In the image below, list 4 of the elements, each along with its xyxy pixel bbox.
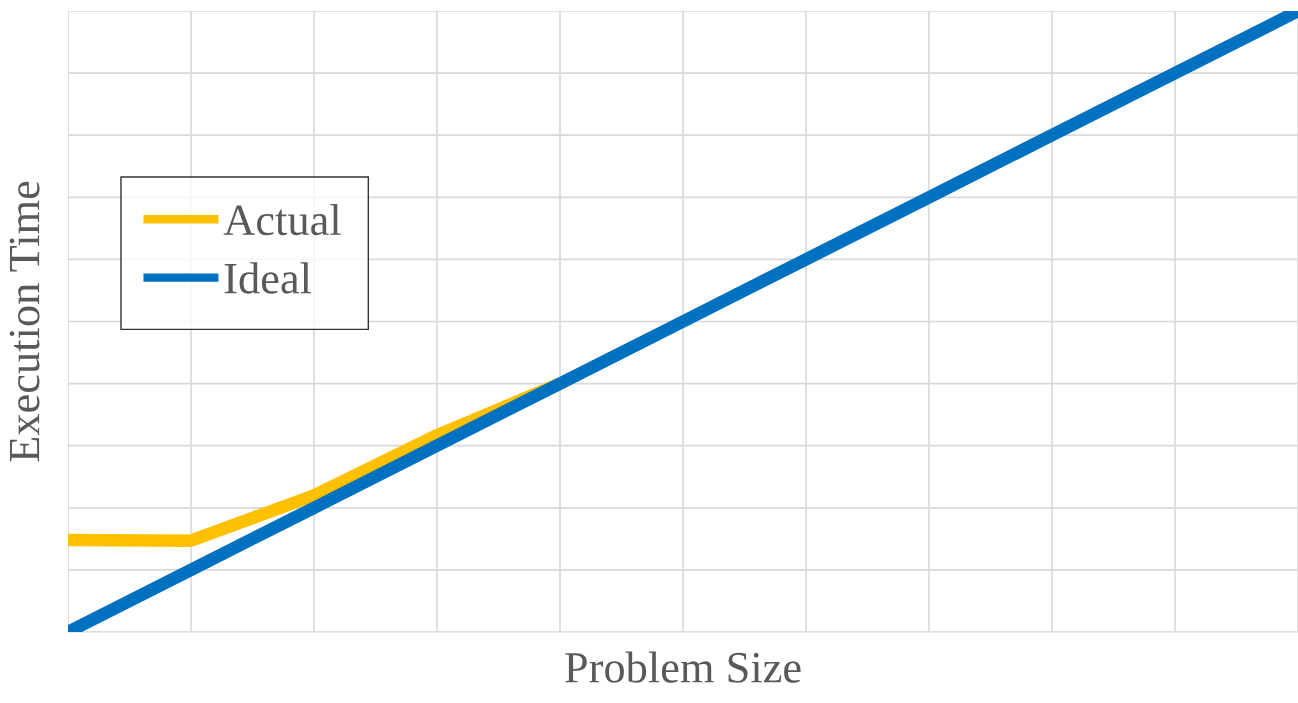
- y-axis-title: Execution Time: [9, 181, 40, 462]
- legend-label: Actual: [223, 204, 341, 236]
- x-axis-title: Problem Size: [565, 651, 801, 683]
- legend-label: Ideal: [224, 262, 312, 294]
